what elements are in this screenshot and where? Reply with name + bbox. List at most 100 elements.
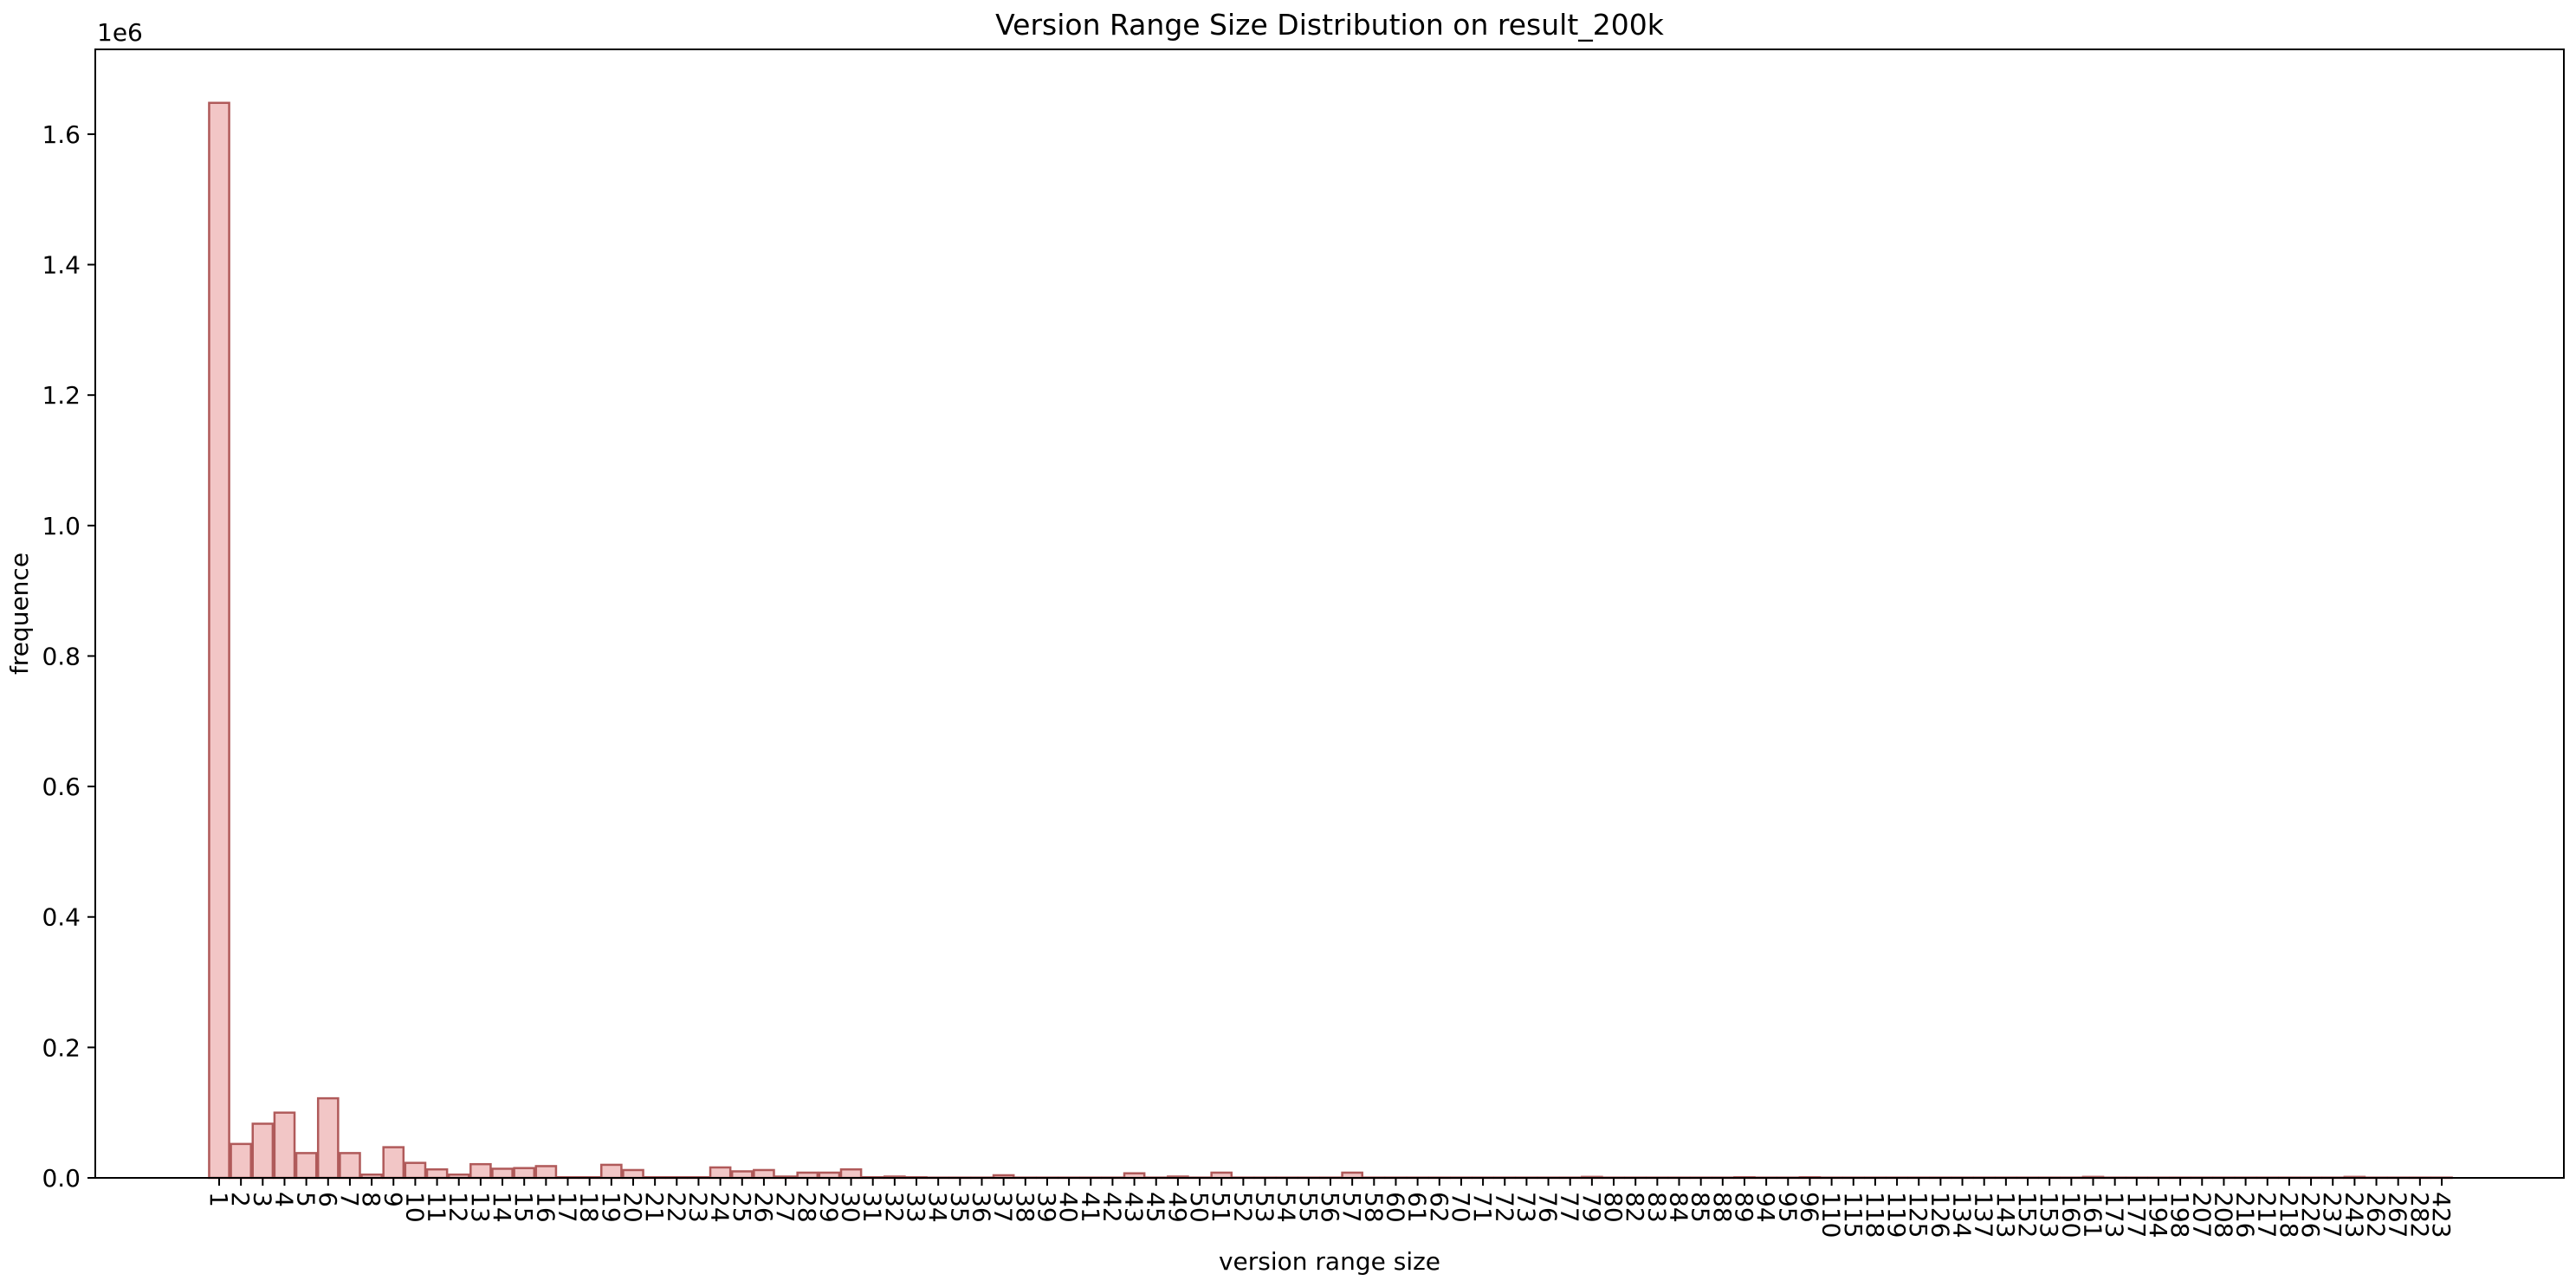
x-tick-label: 49: [1163, 1192, 1192, 1223]
bar-4: [273, 1111, 296, 1180]
x-tick-label: 26: [749, 1192, 778, 1223]
x-tick-label: 7: [335, 1192, 364, 1207]
bar-16: [534, 1165, 558, 1180]
x-tick-label: 51: [1207, 1192, 1235, 1223]
x-tick-label: 94: [1751, 1192, 1780, 1223]
bar-14: [491, 1167, 514, 1180]
x-tick-label: 237: [2318, 1192, 2346, 1238]
x-tick-label: 19: [597, 1192, 625, 1223]
x-tick-label: 20: [618, 1192, 647, 1223]
y-axis-offset-label: 1e6: [97, 18, 143, 47]
x-tick-label: 18: [575, 1192, 604, 1223]
x-tick-label: 217: [2253, 1192, 2282, 1238]
x-tick-label: 40: [1054, 1192, 1083, 1223]
x-tick-label: 56: [1316, 1192, 1344, 1223]
x-tick-label: 194: [2144, 1192, 2172, 1238]
x-tick-label: 208: [2209, 1192, 2237, 1238]
x-tick-label: 28: [793, 1192, 821, 1223]
x-tick-label: 29: [814, 1192, 843, 1223]
x-tick-label: 226: [2296, 1192, 2325, 1238]
x-tick-label: 5: [292, 1192, 320, 1207]
x-tick-label: 6: [314, 1192, 342, 1207]
bar-20: [622, 1168, 644, 1180]
x-tick-label: 125: [1904, 1192, 1932, 1238]
x-tick-label: 42: [1097, 1192, 1126, 1223]
x-tick-label: 12: [444, 1192, 473, 1223]
x-tick-label: 37: [989, 1192, 1018, 1223]
x-axis-label: version range size: [1219, 1247, 1440, 1276]
bar-2: [230, 1142, 252, 1180]
x-tick-label: 80: [1599, 1192, 1628, 1223]
x-tick-label: 218: [2275, 1192, 2303, 1238]
x-tick-label: 173: [2100, 1192, 2129, 1238]
x-tick-label: 8: [357, 1192, 385, 1207]
x-tick-label: 43: [1120, 1192, 1149, 1223]
x-tick-label: 39: [1032, 1192, 1061, 1223]
bar-25: [730, 1170, 754, 1180]
x-tick-label: 27: [771, 1192, 799, 1223]
y-tick-label: 1.6: [42, 120, 81, 149]
x-tick-label: 89: [1730, 1192, 1758, 1223]
x-tick-label: 4: [269, 1192, 298, 1207]
y-axis: 0.0 0.2 0.4 0.6 0.8 1.0 1.2 1.4 1.6: [42, 120, 95, 1193]
x-tick-label: 177: [2122, 1192, 2151, 1238]
bar-15: [513, 1167, 536, 1180]
bar-9: [382, 1146, 405, 1180]
x-tick-label: 34: [923, 1192, 952, 1223]
x-tick-label: 3: [248, 1192, 276, 1207]
x-tick-label: 77: [1556, 1192, 1584, 1223]
x-tick-label: 35: [945, 1192, 974, 1223]
y-tick-label: 0.8: [42, 642, 81, 670]
bar-13: [469, 1162, 492, 1180]
x-tick-label: 72: [1490, 1192, 1518, 1223]
x-tick-label: 22: [662, 1192, 690, 1223]
x-tick-label: 62: [1425, 1192, 1453, 1223]
x-tick-label: 282: [2405, 1192, 2434, 1238]
x-tick-label: 57: [1337, 1192, 1366, 1223]
x-tick-label: 21: [640, 1192, 669, 1223]
bar-11: [425, 1167, 449, 1180]
x-tick-label: 53: [1251, 1192, 1279, 1223]
x-tick-label: 31: [858, 1192, 887, 1223]
x-tick-label: 160: [2056, 1192, 2085, 1238]
y-tick-label: 1.2: [42, 381, 81, 410]
x-tick-label: 23: [683, 1192, 712, 1223]
x-tick-label: 17: [553, 1192, 582, 1223]
x-tick-label: 55: [1294, 1192, 1323, 1223]
x-tick-label: 10: [400, 1192, 429, 1223]
x-tick-label: 161: [2078, 1192, 2107, 1238]
x-tick-label: 52: [1228, 1192, 1257, 1223]
bar-10: [404, 1161, 427, 1180]
x-tick-label: 137: [1970, 1192, 1998, 1238]
x-tick-label: 83: [1642, 1192, 1671, 1223]
x-tick-label: 95: [1773, 1192, 1802, 1223]
x-tick-label: 32: [880, 1192, 909, 1223]
x-tick-label: 198: [2165, 1192, 2194, 1238]
x-tick-label: 207: [2187, 1192, 2216, 1238]
x-tick-label: 267: [2384, 1192, 2412, 1238]
x-axis: 1234567891011121314151617181920212223242…: [204, 1178, 2456, 1238]
x-tick-label: 76: [1534, 1192, 1563, 1223]
y-tick-label: 0.6: [42, 773, 81, 801]
x-tick-label: 79: [1577, 1192, 1606, 1223]
x-tick-label: 2: [226, 1192, 255, 1207]
y-tick-label: 0.2: [42, 1033, 81, 1062]
x-tick-label: 41: [1076, 1192, 1104, 1223]
x-tick-label: 82: [1621, 1192, 1649, 1223]
x-tick-label: 115: [1839, 1192, 1867, 1238]
bar-1: [208, 101, 230, 1180]
x-tick-label: 243: [2340, 1192, 2368, 1238]
x-tick-label: 85: [1686, 1192, 1715, 1223]
bar-24: [709, 1166, 732, 1180]
plot-frame: [94, 49, 2565, 1179]
bar-26: [753, 1168, 775, 1180]
x-tick-label: 96: [1795, 1192, 1823, 1223]
bar-6: [316, 1096, 340, 1180]
x-tick-label: 134: [1948, 1192, 1977, 1238]
bar-7: [339, 1152, 361, 1180]
x-tick-label: 143: [1991, 1192, 2020, 1238]
x-tick-label: 30: [837, 1192, 865, 1223]
x-tick-label: 423: [2427, 1192, 2456, 1238]
x-tick-label: 119: [1882, 1192, 1911, 1238]
